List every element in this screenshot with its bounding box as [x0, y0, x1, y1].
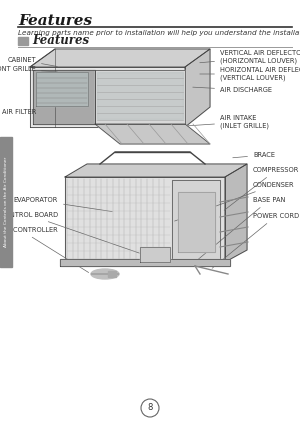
Text: CONDENSER: CONDENSER	[175, 182, 295, 221]
Polygon shape	[185, 49, 210, 127]
Text: 8: 8	[147, 403, 153, 412]
Text: About the Controls on the Air Conditioner: About the Controls on the Air Conditione…	[4, 157, 8, 247]
Bar	[0, 137, 12, 267]
Polygon shape	[97, 72, 183, 119]
Text: REMOTE CONTROLLER: REMOTE CONTROLLER	[0, 227, 88, 273]
Text: CONTROL BOARD: CONTROL BOARD	[0, 212, 140, 253]
Polygon shape	[95, 124, 210, 144]
Text: Features: Features	[32, 35, 89, 48]
Polygon shape	[225, 164, 247, 262]
Text: FRONT GRILLE: FRONT GRILLE	[0, 66, 57, 72]
Bar	[18, 37, 28, 45]
Polygon shape	[36, 72, 88, 106]
Circle shape	[141, 399, 159, 417]
Text: AIR DISCHARGE: AIR DISCHARGE	[193, 87, 272, 93]
Polygon shape	[172, 180, 220, 259]
Polygon shape	[60, 259, 230, 266]
Polygon shape	[65, 177, 225, 262]
Text: COMPRESSOR: COMPRESSOR	[224, 167, 299, 210]
Polygon shape	[140, 247, 170, 262]
Text: EVAPORATOR: EVAPORATOR	[14, 197, 112, 211]
Text: POWER CORD: POWER CORD	[212, 213, 299, 268]
Polygon shape	[108, 271, 116, 277]
Polygon shape	[30, 49, 210, 67]
Text: AIR INTAKE
(INLET GRILLE): AIR INTAKE (INLET GRILLE)	[188, 115, 269, 129]
Text: AIR FILTER: AIR FILTER	[2, 103, 57, 115]
Polygon shape	[65, 164, 247, 177]
Text: Features: Features	[18, 14, 92, 28]
Polygon shape	[30, 67, 185, 127]
Polygon shape	[95, 70, 185, 124]
Text: BRACE: BRACE	[233, 152, 275, 158]
Text: HORIZONTAL AIR DEFLECTOR
(VERTICAL LOUVER): HORIZONTAL AIR DEFLECTOR (VERTICAL LOUVE…	[200, 67, 300, 81]
Text: VERTICAL AIR DEFLECTOR
(HORIZONTAL LOUVER): VERTICAL AIR DEFLECTOR (HORIZONTAL LOUVE…	[200, 50, 300, 64]
Text: Learning parts name prior to installation will help you understand the installat: Learning parts name prior to installatio…	[18, 30, 300, 36]
Text: CABINET: CABINET	[8, 57, 57, 67]
Polygon shape	[178, 192, 215, 252]
Ellipse shape	[91, 269, 119, 279]
Polygon shape	[33, 70, 95, 124]
Text: BASE PAN: BASE PAN	[197, 197, 285, 260]
